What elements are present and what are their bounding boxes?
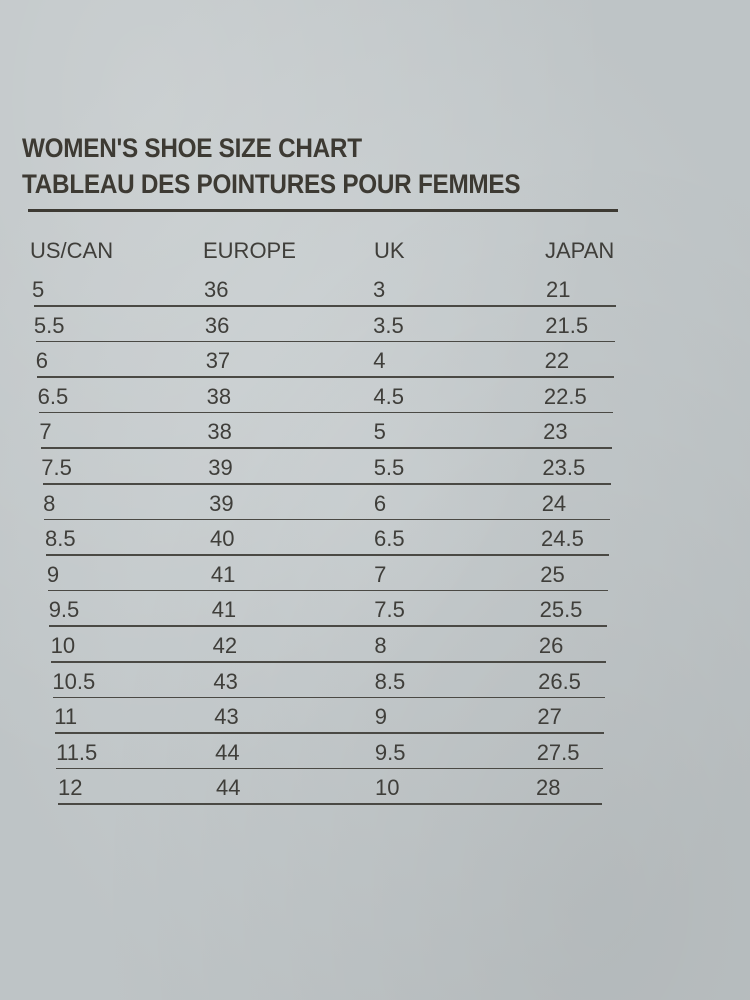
cell-japan: 22 (544, 348, 570, 374)
cell-europe: 39 (208, 455, 233, 480)
row-divider (52, 696, 605, 699)
row-divider (40, 447, 612, 449)
cell-uk: 4 (373, 348, 386, 374)
cell-uk: 4.5 (373, 383, 404, 409)
cell-europe: 38 (206, 383, 232, 409)
column-header-japan: JAPAN (545, 238, 615, 263)
cell-uk: 5.5 (373, 455, 405, 480)
cell-uk: 8.5 (374, 668, 406, 694)
row-divider (34, 305, 616, 307)
cell-us-can: 7 (39, 419, 52, 445)
cell-europe: 36 (204, 312, 230, 338)
chart-title: WOMEN'S SHOE SIZE CHART TABLEAU DES POIN… (22, 130, 571, 202)
row-divider (39, 411, 613, 414)
cell-europe: 44 (215, 739, 240, 765)
row-divider (46, 554, 609, 556)
cell-uk: 8 (374, 633, 387, 658)
cell-us-can: 12 (58, 775, 83, 801)
column-header-us-can: US/CAN (30, 238, 114, 263)
cell-europe: 43 (213, 668, 238, 694)
cell-japan: 21 (546, 277, 571, 302)
cell-japan: 23 (543, 419, 568, 445)
cell-europe: 42 (212, 633, 238, 658)
cell-europe: 36 (204, 277, 229, 302)
title-english: WOMEN'S SHOE SIZE CHART (22, 133, 362, 163)
cell-us-can: 10 (50, 633, 76, 658)
cell-us-can: 5 (32, 277, 45, 302)
cell-us-can: 5.5 (33, 312, 65, 338)
cell-europe: 39 (209, 490, 234, 516)
cell-japan: 22.5 (543, 383, 587, 409)
row-divider (42, 483, 611, 485)
cell-uk: 9.5 (374, 739, 406, 765)
cell-europe: 43 (214, 704, 239, 730)
cell-uk: 6 (373, 490, 387, 516)
cell-japan: 25 (540, 561, 565, 587)
cell-europe: 41 (211, 597, 237, 623)
row-divider (47, 589, 608, 592)
cell-japan: 26 (538, 633, 564, 658)
cell-us-can: 11.5 (56, 739, 98, 765)
cell-us-can: 6.5 (37, 383, 69, 409)
cell-japan: 24 (541, 490, 567, 516)
cell-japan: 23.5 (542, 455, 586, 480)
cell-us-can: 11 (54, 704, 78, 730)
cell-japan: 25.5 (539, 597, 583, 623)
cell-us-can: 9 (46, 561, 60, 587)
row-divider (49, 625, 607, 627)
cell-us-can: 10.5 (52, 668, 96, 694)
cell-us-can: 9.5 (48, 597, 80, 623)
title-underline (28, 209, 618, 212)
cell-uk: 3 (373, 277, 386, 302)
cell-uk: 9 (374, 704, 387, 730)
cell-us-can: 7.5 (41, 455, 72, 480)
cell-uk: 3.5 (373, 312, 404, 338)
column-header-uk: UK (374, 238, 405, 263)
cell-uk: 7.5 (374, 597, 405, 623)
cell-japan: 21.5 (545, 312, 589, 338)
row-divider (35, 340, 615, 343)
row-divider (58, 803, 602, 805)
cell-us-can: 8 (43, 490, 56, 516)
cell-uk: 5 (373, 419, 386, 445)
cell-japan: 24.5 (541, 526, 584, 552)
cell-uk: 6.5 (374, 526, 405, 552)
cell-us-can: 6 (35, 348, 48, 374)
cell-europe: 40 (210, 526, 235, 552)
cell-uk: 7 (374, 561, 387, 587)
cell-europe: 44 (216, 775, 241, 801)
cell-japan: 26.5 (538, 668, 581, 694)
row-divider (54, 732, 604, 734)
cell-japan: 28 (536, 775, 561, 801)
row-divider (44, 518, 610, 521)
cell-uk: 10 (375, 775, 400, 801)
cell-europe: 37 (205, 348, 231, 374)
row-divider (37, 376, 614, 378)
column-header-europe: EUROPE (203, 238, 296, 263)
cell-europe: 38 (207, 419, 232, 445)
cell-japan: 27.5 (536, 739, 580, 765)
cell-japan: 27 (537, 704, 562, 730)
cell-us-can: 8.5 (45, 526, 76, 552)
row-divider (51, 661, 606, 663)
cell-europe: 41 (210, 561, 236, 587)
row-divider (56, 767, 603, 770)
title-french: TABLEAU DES POINTURES POUR FEMMES (22, 169, 521, 199)
